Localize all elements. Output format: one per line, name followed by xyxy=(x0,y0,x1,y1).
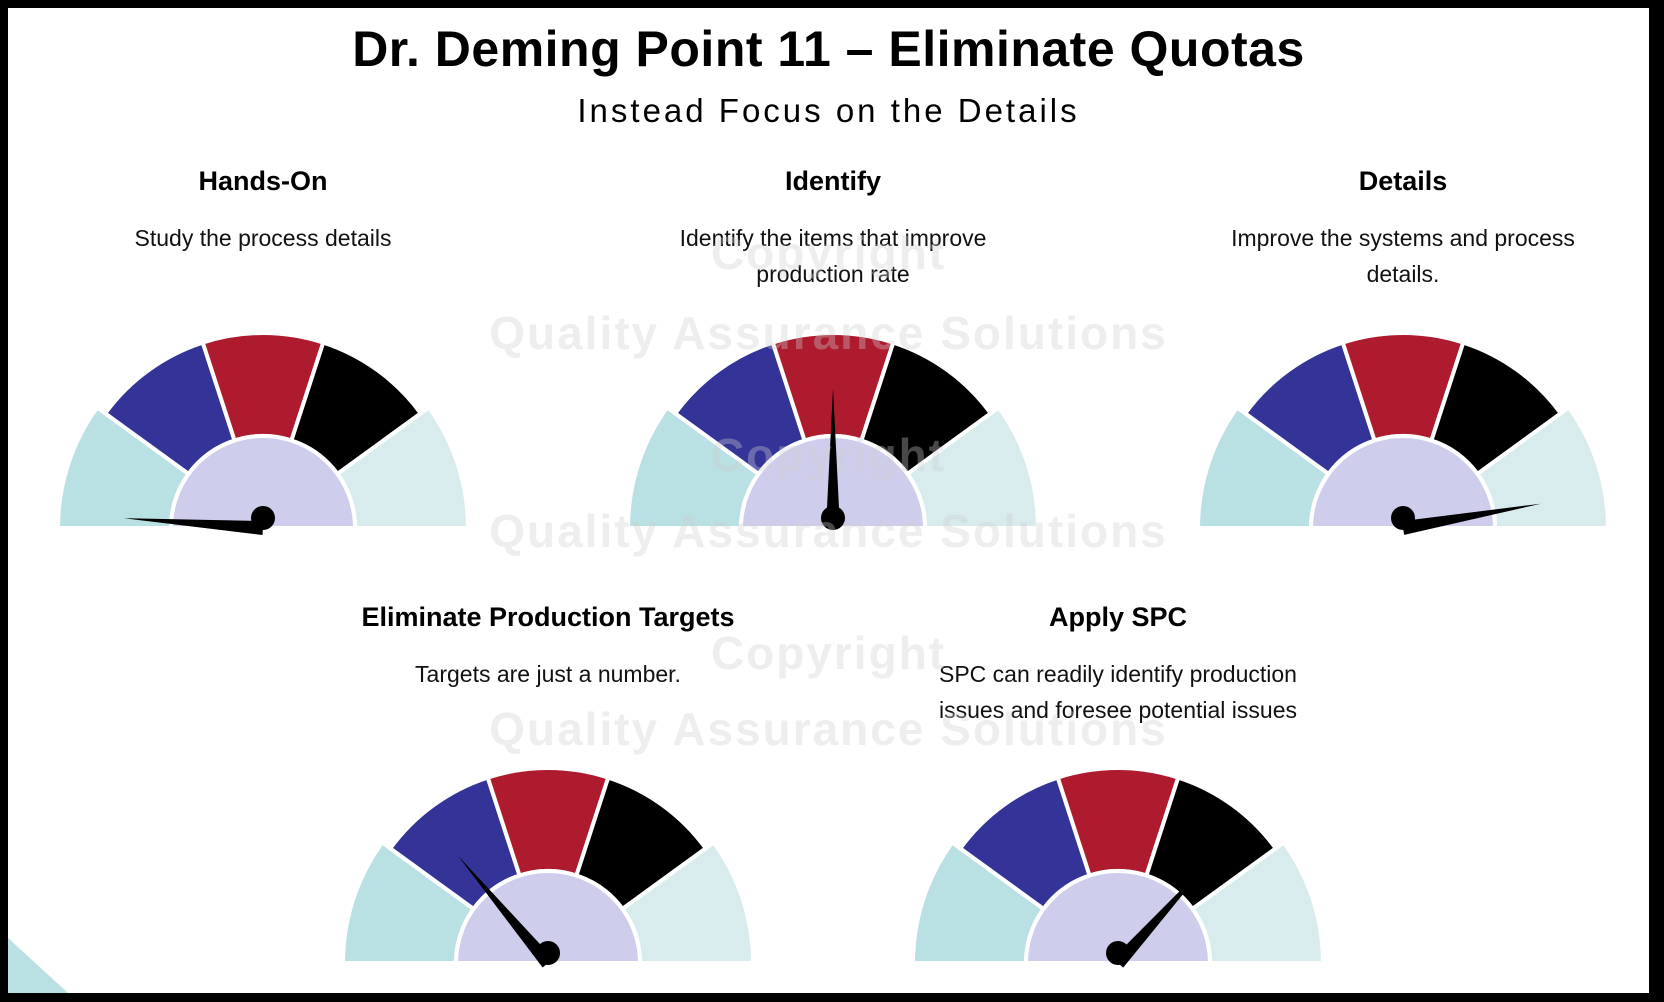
gauge-needle-pivot xyxy=(821,506,845,530)
gauge-title-eliminate-production-targets: Eliminate Production Targets xyxy=(361,602,735,632)
gauge-needle xyxy=(1401,503,1541,535)
gauge-description-hands-on: Study the process details xyxy=(134,225,392,251)
gauge-needle xyxy=(826,388,840,528)
gauge-hub xyxy=(1308,434,1498,530)
gauge-meter-identify xyxy=(625,331,1041,530)
gauge-needle xyxy=(1112,858,1212,968)
slide: Dr. Deming Point 11 – Eliminate Quotas I… xyxy=(8,8,1649,993)
gauge-description-apply-spc: SPC can readily identify production issu… xyxy=(939,661,1297,723)
watermark-copyright: Copyright xyxy=(710,627,947,679)
gauge-needle-pivot xyxy=(251,506,275,530)
gauge-meter-apply-spc xyxy=(910,766,1326,968)
gauge-needle-pivot xyxy=(1106,941,1130,965)
gauge-needle xyxy=(123,518,264,535)
gauge-title-hands-on: Hands-On xyxy=(198,166,328,196)
gauge-needle-pivot xyxy=(536,941,560,965)
gauge-description-details: Improve the systems and process details. xyxy=(1231,225,1575,287)
gauge-hub xyxy=(453,869,643,965)
gauge-title-details: Details xyxy=(1358,166,1448,196)
gauge-needle-pivot xyxy=(1391,506,1415,530)
watermark-company: Quality Assurance Solutions xyxy=(489,703,1168,755)
gauge-description-eliminate-production-targets: Targets are just a number. xyxy=(415,661,681,687)
slide-title: Dr. Deming Point 11 – Eliminate Quotas xyxy=(352,21,1305,77)
slide-subtitle: Instead Focus on the Details xyxy=(577,92,1080,129)
gauge-hub xyxy=(168,434,358,530)
corner-accent xyxy=(8,938,68,993)
gauge-hub xyxy=(1023,869,1213,965)
gauge-description-identify: Identify the items that improve producti… xyxy=(679,225,987,287)
gauge-meter-eliminate-production-targets xyxy=(340,766,756,968)
gauge-title-identify: Identify xyxy=(784,166,881,196)
gauge-title-apply-spc: Apply SPC xyxy=(1048,602,1188,632)
gauge-needle xyxy=(458,855,554,968)
gauge-meter-hands-on xyxy=(55,331,471,535)
gauge-meter-details xyxy=(1195,331,1611,535)
